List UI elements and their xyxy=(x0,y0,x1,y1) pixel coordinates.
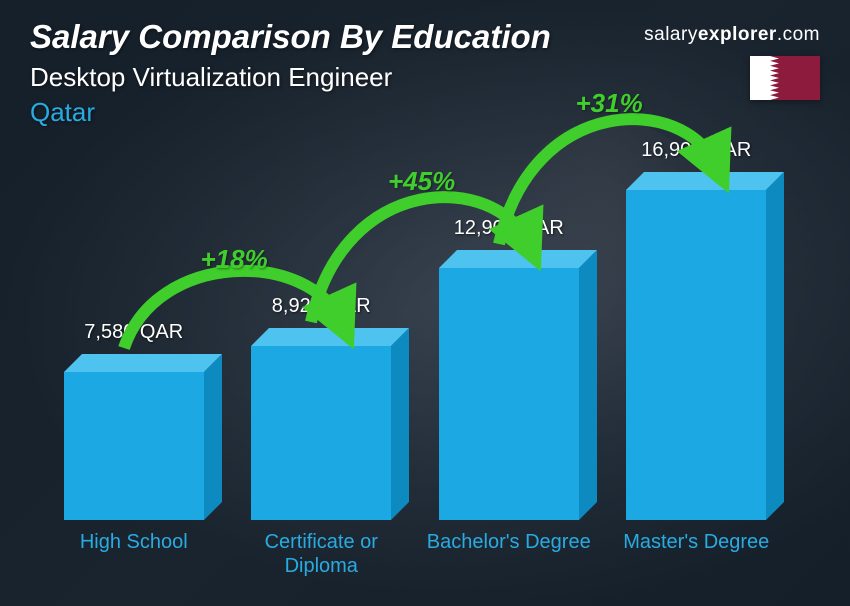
flag-white-band xyxy=(750,56,770,100)
bar-category-label: Certificate or Diploma xyxy=(238,530,406,578)
brand-part1: salary xyxy=(644,24,698,45)
bar-category-label: High School xyxy=(80,530,188,578)
bar-3d xyxy=(64,354,204,520)
increase-percent-label: +45% xyxy=(388,166,455,197)
brand-logo: salaryexplorer.com xyxy=(644,24,820,46)
brand-part2: explorer xyxy=(698,24,777,45)
bar-side-face xyxy=(579,250,597,520)
increase-percent-label: +18% xyxy=(201,244,268,275)
brand-suffix: .com xyxy=(777,24,820,45)
bar-side-face xyxy=(391,328,409,520)
flag-qatar xyxy=(750,56,820,100)
bar-side-face xyxy=(766,172,784,520)
bar-category-label: Master's Degree xyxy=(623,530,769,578)
increase-percent-label: +31% xyxy=(576,88,643,119)
bar-front-face xyxy=(64,372,204,520)
bar-category-label: Bachelor's Degree xyxy=(427,530,591,578)
bar-side-face xyxy=(204,354,222,520)
flag-serration-icon xyxy=(770,56,779,100)
